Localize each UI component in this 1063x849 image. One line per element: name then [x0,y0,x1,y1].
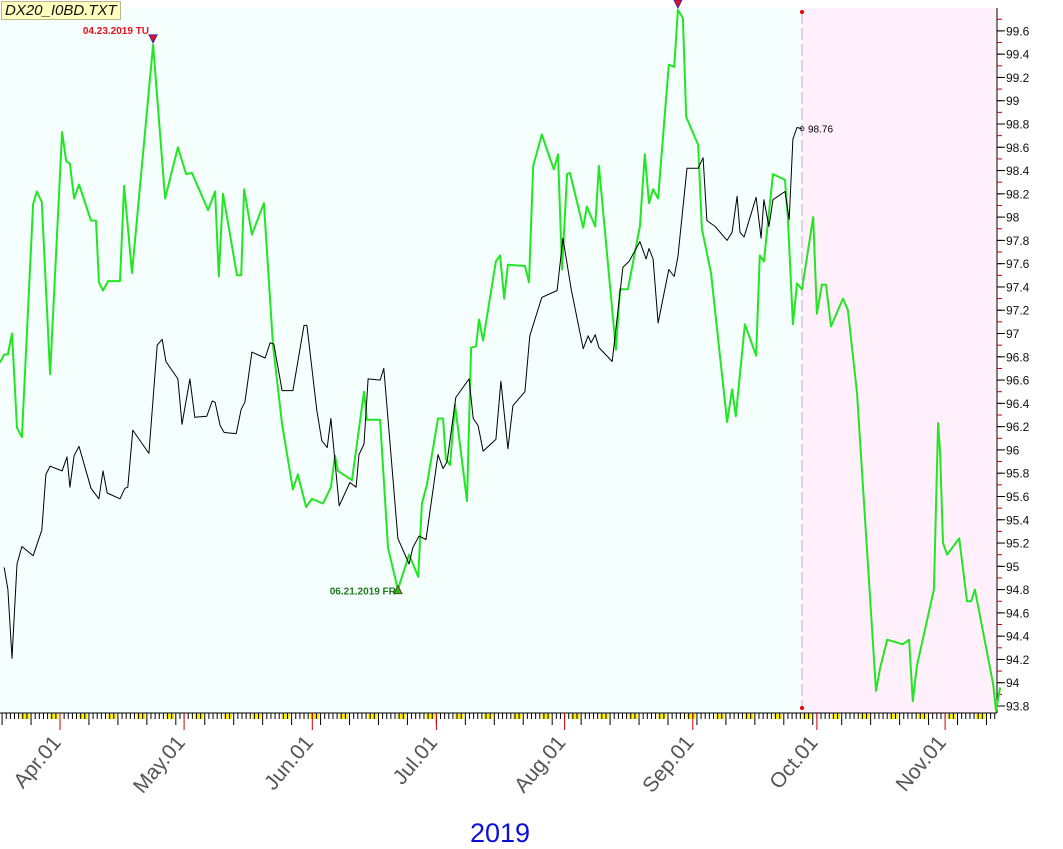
trough-arrow-icon [393,584,403,595]
series-line-green [0,8,1002,712]
y-tick-label: 99.2 [1006,71,1030,85]
y-tick-label: 93.8 [1006,700,1030,714]
x-tick-label: Jun.01 [260,731,318,794]
y-tick-label: 97.8 [1006,234,1030,248]
y-tick-label: 97.6 [1006,257,1030,271]
y-tick-label: 98.6 [1006,141,1030,155]
y-tick-label: 96 [1006,443,1020,457]
y-tick-label: 99 [1006,94,1020,108]
last-value-marker [799,126,805,132]
y-tick-label: 98.4 [1006,164,1030,178]
peak-annotation: 08.28.2019 WD [604,0,674,2]
y-tick-label: 96.4 [1006,397,1030,411]
forecast-marker-bottom [799,706,804,710]
peak-annotation: 04.23.2019 TU [83,26,149,37]
y-tick-label: 95.8 [1006,467,1030,481]
y-tick-label: 99.4 [1006,48,1030,62]
y-tick-label: 98.8 [1006,118,1030,132]
series-line-black [3,127,803,659]
last-value-label: 98.76 [808,125,833,136]
y-tick-label: 94 [1006,676,1020,690]
chart-title: DX20_I0BD.TXT [1,1,121,20]
y-tick-label: 96.2 [1006,420,1030,434]
y-tick-label: 95.6 [1006,490,1030,504]
x-tick-label: Jul.01 [389,731,443,789]
y-tick-label: 96.8 [1006,350,1030,364]
y-tick-label: 98.2 [1006,187,1030,201]
x-tick-label: Apr.01 [9,731,66,792]
x-axis-year-label: 2019 [470,818,530,848]
y-tick-label: 98 [1006,211,1020,225]
y-tick-label: 97.4 [1006,280,1030,294]
x-tick-label: Nov.01 [892,731,951,796]
trough-annotation: 06.21.2019 FR [330,587,397,598]
y-tick-label: 94.6 [1006,606,1030,620]
y-tick-label: 99.6 [1006,24,1030,38]
y-tick-label: 94.8 [1006,583,1030,597]
y-tick-label: 95.4 [1006,513,1030,527]
y-tick-label: 94.4 [1006,630,1030,644]
y-tick-label: 97 [1006,327,1020,341]
forecast-marker-top [799,10,804,14]
forecast-background [801,8,997,713]
x-tick-label: Sep.01 [638,731,698,797]
x-tick-label: May.01 [129,731,190,797]
y-tick-label: 95 [1006,560,1020,574]
y-tick-label: 94.2 [1006,653,1030,667]
peak-arrow-icon [673,0,683,10]
y-tick-label: 96.6 [1006,374,1030,388]
x-tick-label: Aug.01 [510,731,570,797]
x-tick-label: Oct.01 [765,731,822,793]
peak-arrow-icon [148,34,158,44]
y-tick-label: 97.2 [1006,304,1030,318]
history-background [0,8,802,713]
y-tick-label: 95.2 [1006,537,1030,551]
